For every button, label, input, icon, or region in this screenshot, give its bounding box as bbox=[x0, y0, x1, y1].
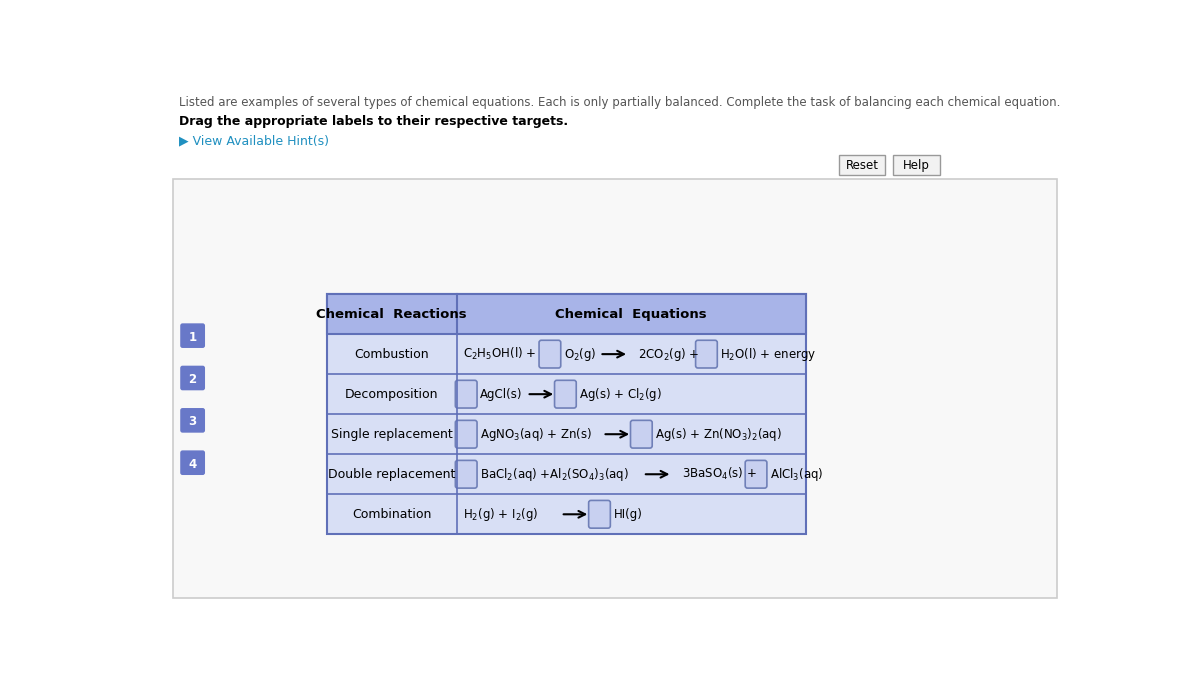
Text: Chemical  Equations: Chemical Equations bbox=[556, 307, 707, 320]
FancyBboxPatch shape bbox=[173, 178, 1057, 598]
Text: Decomposition: Decomposition bbox=[346, 388, 438, 401]
FancyBboxPatch shape bbox=[455, 460, 478, 488]
Text: AlCl$_3$(aq): AlCl$_3$(aq) bbox=[770, 466, 823, 483]
Text: 3: 3 bbox=[188, 416, 197, 428]
FancyBboxPatch shape bbox=[554, 380, 576, 408]
FancyBboxPatch shape bbox=[180, 408, 205, 433]
Text: Help: Help bbox=[904, 159, 930, 172]
Text: Double replacement: Double replacement bbox=[328, 468, 456, 481]
Text: Ag(s) + Cl$_2$(g): Ag(s) + Cl$_2$(g) bbox=[580, 386, 662, 403]
FancyBboxPatch shape bbox=[696, 340, 718, 368]
Text: HI(g): HI(g) bbox=[613, 508, 642, 521]
FancyBboxPatch shape bbox=[539, 340, 560, 368]
Text: Combination: Combination bbox=[352, 508, 432, 521]
Text: Single replacement: Single replacement bbox=[331, 427, 452, 440]
Text: 3BaSO$_4$(s) +: 3BaSO$_4$(s) + bbox=[682, 466, 756, 482]
Text: 4: 4 bbox=[188, 458, 197, 471]
FancyBboxPatch shape bbox=[589, 500, 611, 528]
FancyBboxPatch shape bbox=[326, 294, 805, 334]
FancyBboxPatch shape bbox=[455, 421, 478, 448]
FancyBboxPatch shape bbox=[455, 380, 478, 408]
Text: Listed are examples of several types of chemical equations. Each is only partial: Listed are examples of several types of … bbox=[180, 96, 1061, 109]
FancyBboxPatch shape bbox=[745, 460, 767, 488]
Text: BaCl$_2$(aq) +Al$_2$(SO$_4$)$_3$(aq): BaCl$_2$(aq) +Al$_2$(SO$_4$)$_3$(aq) bbox=[480, 466, 629, 483]
Text: H$_2$O(l) + energy: H$_2$O(l) + energy bbox=[720, 346, 817, 363]
FancyBboxPatch shape bbox=[839, 156, 886, 176]
FancyBboxPatch shape bbox=[630, 421, 653, 448]
Text: 1: 1 bbox=[188, 331, 197, 344]
Text: AgNO$_3$(aq) + Zn(s): AgNO$_3$(aq) + Zn(s) bbox=[480, 426, 593, 442]
FancyBboxPatch shape bbox=[893, 156, 940, 176]
FancyBboxPatch shape bbox=[180, 451, 205, 475]
Text: ▶ View Available Hint(s): ▶ View Available Hint(s) bbox=[180, 134, 330, 147]
Text: H$_2$(g) + I$_2$(g): H$_2$(g) + I$_2$(g) bbox=[463, 506, 539, 523]
Text: Ag(s) + Zn(NO$_3$)$_2$(aq): Ag(s) + Zn(NO$_3$)$_2$(aq) bbox=[655, 426, 782, 442]
Text: Reset: Reset bbox=[846, 159, 878, 172]
Text: AgCl(s): AgCl(s) bbox=[480, 388, 523, 401]
Text: O$_2$(g): O$_2$(g) bbox=[564, 346, 596, 363]
FancyBboxPatch shape bbox=[180, 366, 205, 390]
Text: Chemical  Reactions: Chemical Reactions bbox=[317, 307, 467, 320]
FancyBboxPatch shape bbox=[326, 294, 805, 534]
FancyBboxPatch shape bbox=[180, 323, 205, 348]
Text: Drag the appropriate labels to their respective targets.: Drag the appropriate labels to their res… bbox=[180, 115, 569, 128]
Text: 2: 2 bbox=[188, 373, 197, 386]
Text: Combustion: Combustion bbox=[354, 348, 430, 361]
Text: 2CO$_2$(g) +: 2CO$_2$(g) + bbox=[638, 346, 700, 363]
Text: C$_2$H$_5$OH(l) +: C$_2$H$_5$OH(l) + bbox=[463, 346, 536, 362]
